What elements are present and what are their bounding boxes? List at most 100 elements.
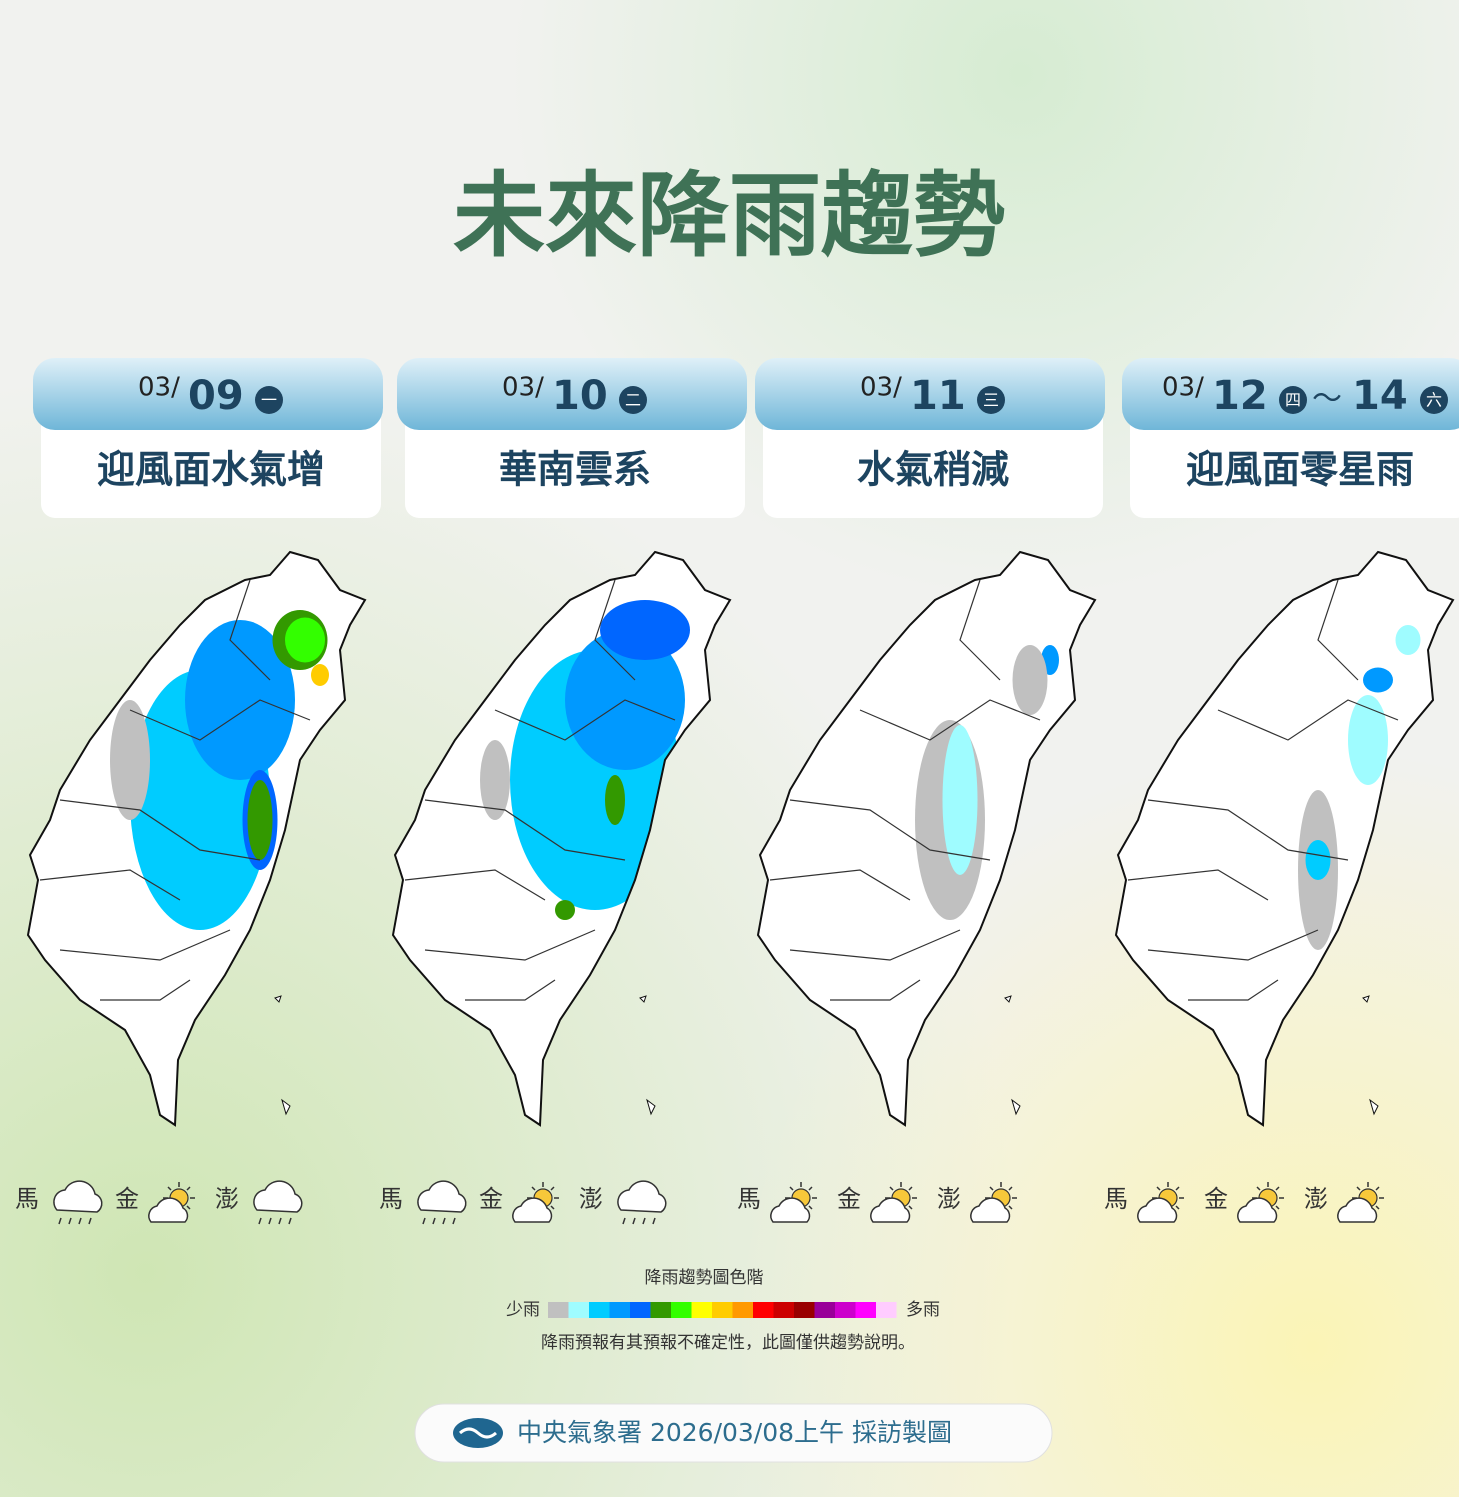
scale-swatch: [712, 1302, 733, 1318]
rain-map: [757, 551, 1096, 1126]
date-month: 03/: [502, 373, 544, 403]
island-name: 澎: [1304, 1185, 1328, 1213]
legend-title: 降雨趨勢圖色階: [645, 1268, 764, 1288]
footer: 中央氣象署 2026/03/08上午 採訪製圖: [517, 1418, 952, 1447]
date-weekday: 一: [261, 391, 277, 410]
date-weekday: 三: [983, 391, 999, 410]
weekday-badge: [977, 386, 1005, 414]
county-lines: [1127, 579, 1399, 1001]
date-month: 03/: [860, 373, 902, 403]
rain-area: [605, 775, 625, 825]
scale-swatch: [753, 1302, 774, 1318]
rain-area: [555, 900, 575, 920]
island-name: 馬: [1104, 1185, 1128, 1213]
weekday-badge: [1279, 386, 1307, 414]
panel-heading: 華南雲系: [499, 448, 651, 492]
rain-area: [1305, 840, 1331, 880]
island: [274, 995, 291, 1116]
date-weekday: 四: [1285, 391, 1301, 410]
rain-map: [27, 551, 366, 1126]
date-end-day: 14: [1352, 373, 1408, 419]
date-day: 11: [910, 373, 966, 419]
rain-areas: [110, 610, 329, 930]
date-tab: [755, 358, 1105, 430]
date-weekday: 二: [625, 391, 641, 410]
island-name: 馬: [15, 1185, 39, 1213]
rain-area: [1012, 645, 1048, 715]
title: 未來降雨趨勢: [453, 162, 1005, 269]
scale-swatch: [630, 1302, 651, 1318]
island-name: 金: [837, 1185, 861, 1213]
island: [639, 995, 656, 1116]
island-name: 澎: [215, 1185, 239, 1213]
island: [1004, 995, 1021, 1116]
weekday-badge: [619, 386, 647, 414]
weekday-badge: [255, 386, 283, 414]
rain-area: [480, 740, 510, 820]
scale-swatch: [650, 1302, 671, 1318]
date-tab: [33, 358, 383, 430]
scale-swatch: [794, 1302, 815, 1318]
scale-swatch: [814, 1302, 835, 1318]
scale-swatch: [773, 1302, 794, 1318]
footer-pill: [414, 1403, 1053, 1463]
county-lines: [769, 579, 1041, 1001]
date-end-weekday: 六: [1426, 391, 1442, 410]
rain-area: [311, 664, 329, 686]
scale-swatch: [835, 1302, 856, 1318]
rain-area: [1348, 695, 1388, 785]
rain-map: [1115, 551, 1454, 1126]
scale-swatch: [691, 1302, 712, 1318]
legend-high: 多雨: [906, 1300, 940, 1320]
color-scale: [548, 1302, 897, 1318]
date-tab: [397, 358, 747, 430]
rain-area: [1363, 667, 1393, 693]
panel-heading: 迎風面零星雨: [1186, 448, 1414, 492]
weekday-badge: [1420, 386, 1448, 414]
rain-area: [110, 700, 150, 820]
rain-area: [247, 780, 273, 860]
rain-area: [285, 617, 325, 663]
rain-area: [185, 620, 295, 780]
scale-swatch: [876, 1302, 897, 1318]
island-name: 澎: [579, 1185, 603, 1213]
legend-note: 降雨預報有其預報不確定性，此圖僅供趨勢說明。: [541, 1333, 915, 1353]
island-name: 金: [115, 1185, 139, 1213]
rain-areas: [1298, 625, 1421, 950]
rain-areas: [915, 645, 1059, 920]
rain-area: [600, 600, 690, 660]
county-lines: [39, 579, 311, 1001]
date-day: 10: [552, 373, 608, 419]
logo: [453, 1418, 503, 1448]
island-name: 澎: [937, 1185, 961, 1213]
date-month: 03/: [1162, 373, 1204, 403]
rain-map: [392, 551, 731, 1126]
rain-area: [942, 725, 978, 875]
date-tilde: ～: [1312, 382, 1342, 417]
panel-heading: 迎風面水氣增: [97, 448, 325, 492]
scale-swatch: [589, 1302, 610, 1318]
island-name: 馬: [737, 1185, 761, 1213]
island: [1362, 995, 1379, 1116]
date-day: 09: [188, 373, 244, 419]
legend-low: 少雨: [506, 1300, 540, 1320]
island-name: 馬: [379, 1185, 403, 1213]
date-day: 12: [1212, 373, 1268, 419]
island-name: 金: [1204, 1185, 1228, 1213]
island-name: 金: [479, 1185, 503, 1213]
scale-swatch: [855, 1302, 876, 1318]
scale-swatch: [548, 1302, 569, 1318]
county-lines: [404, 579, 676, 1001]
panel-heading: 水氣稍減: [857, 448, 1009, 492]
rain-area: [1395, 625, 1421, 655]
scale-swatch: [568, 1302, 589, 1318]
scale-swatch: [732, 1302, 753, 1318]
scale-swatch: [671, 1302, 692, 1318]
